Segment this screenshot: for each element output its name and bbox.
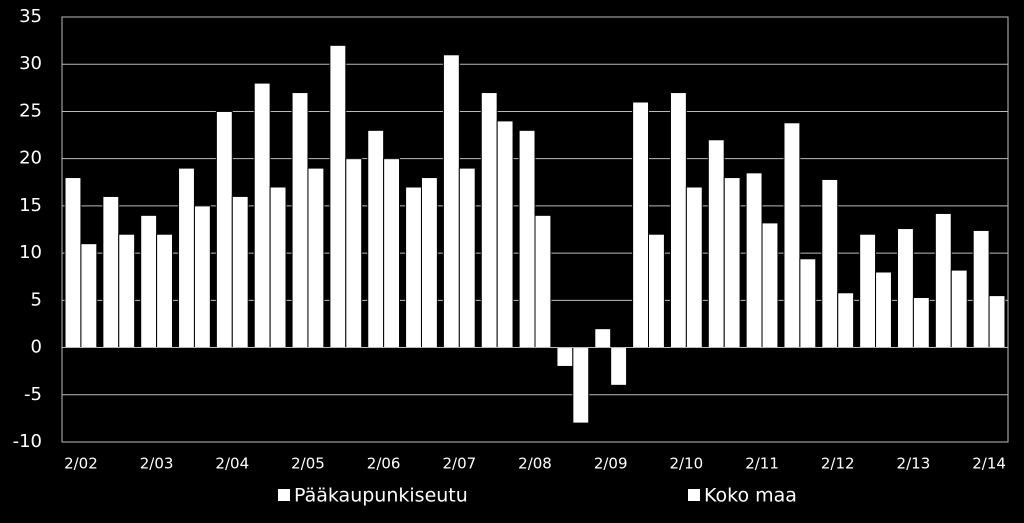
x-tick-label: 2/12 — [821, 455, 855, 473]
bar — [632, 101, 650, 349]
bar — [307, 167, 325, 349]
bar — [102, 195, 120, 349]
bar — [950, 269, 968, 349]
bar — [934, 212, 952, 349]
bar — [291, 92, 309, 349]
bar — [178, 167, 195, 349]
bar — [383, 158, 401, 349]
x-tick-label: 2/10 — [670, 455, 704, 473]
y-tick-label: 35 — [19, 6, 42, 27]
bar — [118, 233, 136, 349]
bar — [231, 195, 249, 349]
bar — [518, 129, 536, 349]
x-tick-label: 2/14 — [972, 455, 1006, 473]
bar — [442, 54, 460, 349]
bar — [156, 233, 173, 349]
x-tick-label: 2/07 — [442, 455, 476, 473]
legend-swatch — [278, 489, 290, 501]
x-tick-label: 2/08 — [518, 455, 552, 473]
bar — [572, 347, 590, 424]
y-tick-label: -10 — [13, 431, 42, 452]
bar — [345, 158, 363, 349]
bar — [707, 139, 725, 349]
y-tick-label: 5 — [31, 289, 42, 310]
bar — [610, 347, 628, 386]
bar — [988, 295, 1006, 349]
x-tick-label: 2/05 — [291, 455, 325, 473]
bar — [837, 292, 855, 349]
legend-label: Koko maa — [704, 485, 797, 507]
bar — [821, 178, 839, 349]
bar — [972, 229, 990, 349]
bar — [496, 120, 514, 349]
y-tick-label: -5 — [24, 384, 42, 405]
x-tick-label: 2/02 — [64, 455, 98, 473]
x-tick-label: 2/06 — [367, 455, 401, 473]
bar — [745, 172, 763, 349]
bar — [458, 167, 476, 349]
bar — [405, 186, 422, 349]
bar — [799, 258, 817, 349]
bar — [783, 122, 801, 349]
legend-swatch — [688, 489, 700, 501]
x-tick-label: 2/09 — [594, 455, 628, 473]
bar — [594, 328, 612, 349]
x-tick-label: 2/11 — [745, 455, 779, 473]
y-tick-label: 10 — [19, 242, 42, 263]
x-tick-label: 2/13 — [897, 455, 931, 473]
bar — [534, 214, 552, 349]
bar — [480, 92, 498, 349]
bar — [269, 186, 287, 349]
bar — [897, 228, 914, 349]
bar — [859, 233, 877, 349]
bar — [685, 186, 703, 349]
bar — [761, 222, 779, 349]
bar — [329, 44, 347, 349]
bar — [875, 271, 892, 349]
bar — [912, 297, 930, 349]
bar — [648, 233, 665, 349]
y-tick-label: 0 — [31, 337, 42, 358]
x-tick-label: 2/03 — [140, 455, 174, 473]
bar — [193, 205, 211, 349]
bar — [669, 92, 687, 349]
bar — [215, 110, 233, 349]
bar — [420, 177, 438, 349]
y-tick-label: 25 — [19, 100, 42, 121]
bar — [253, 82, 271, 349]
bar — [80, 243, 98, 349]
bar — [140, 214, 158, 349]
bar — [723, 177, 741, 349]
y-tick-label: 15 — [19, 195, 42, 216]
bar — [64, 177, 82, 349]
legend-label: Pääkaupunkiseutu — [294, 485, 468, 507]
bar — [556, 347, 574, 367]
y-tick-label: 30 — [19, 53, 42, 74]
y-tick-label: 20 — [19, 148, 42, 169]
plot-border — [61, 16, 1009, 443]
x-tick-label: 2/04 — [215, 455, 249, 473]
bar — [367, 129, 385, 349]
